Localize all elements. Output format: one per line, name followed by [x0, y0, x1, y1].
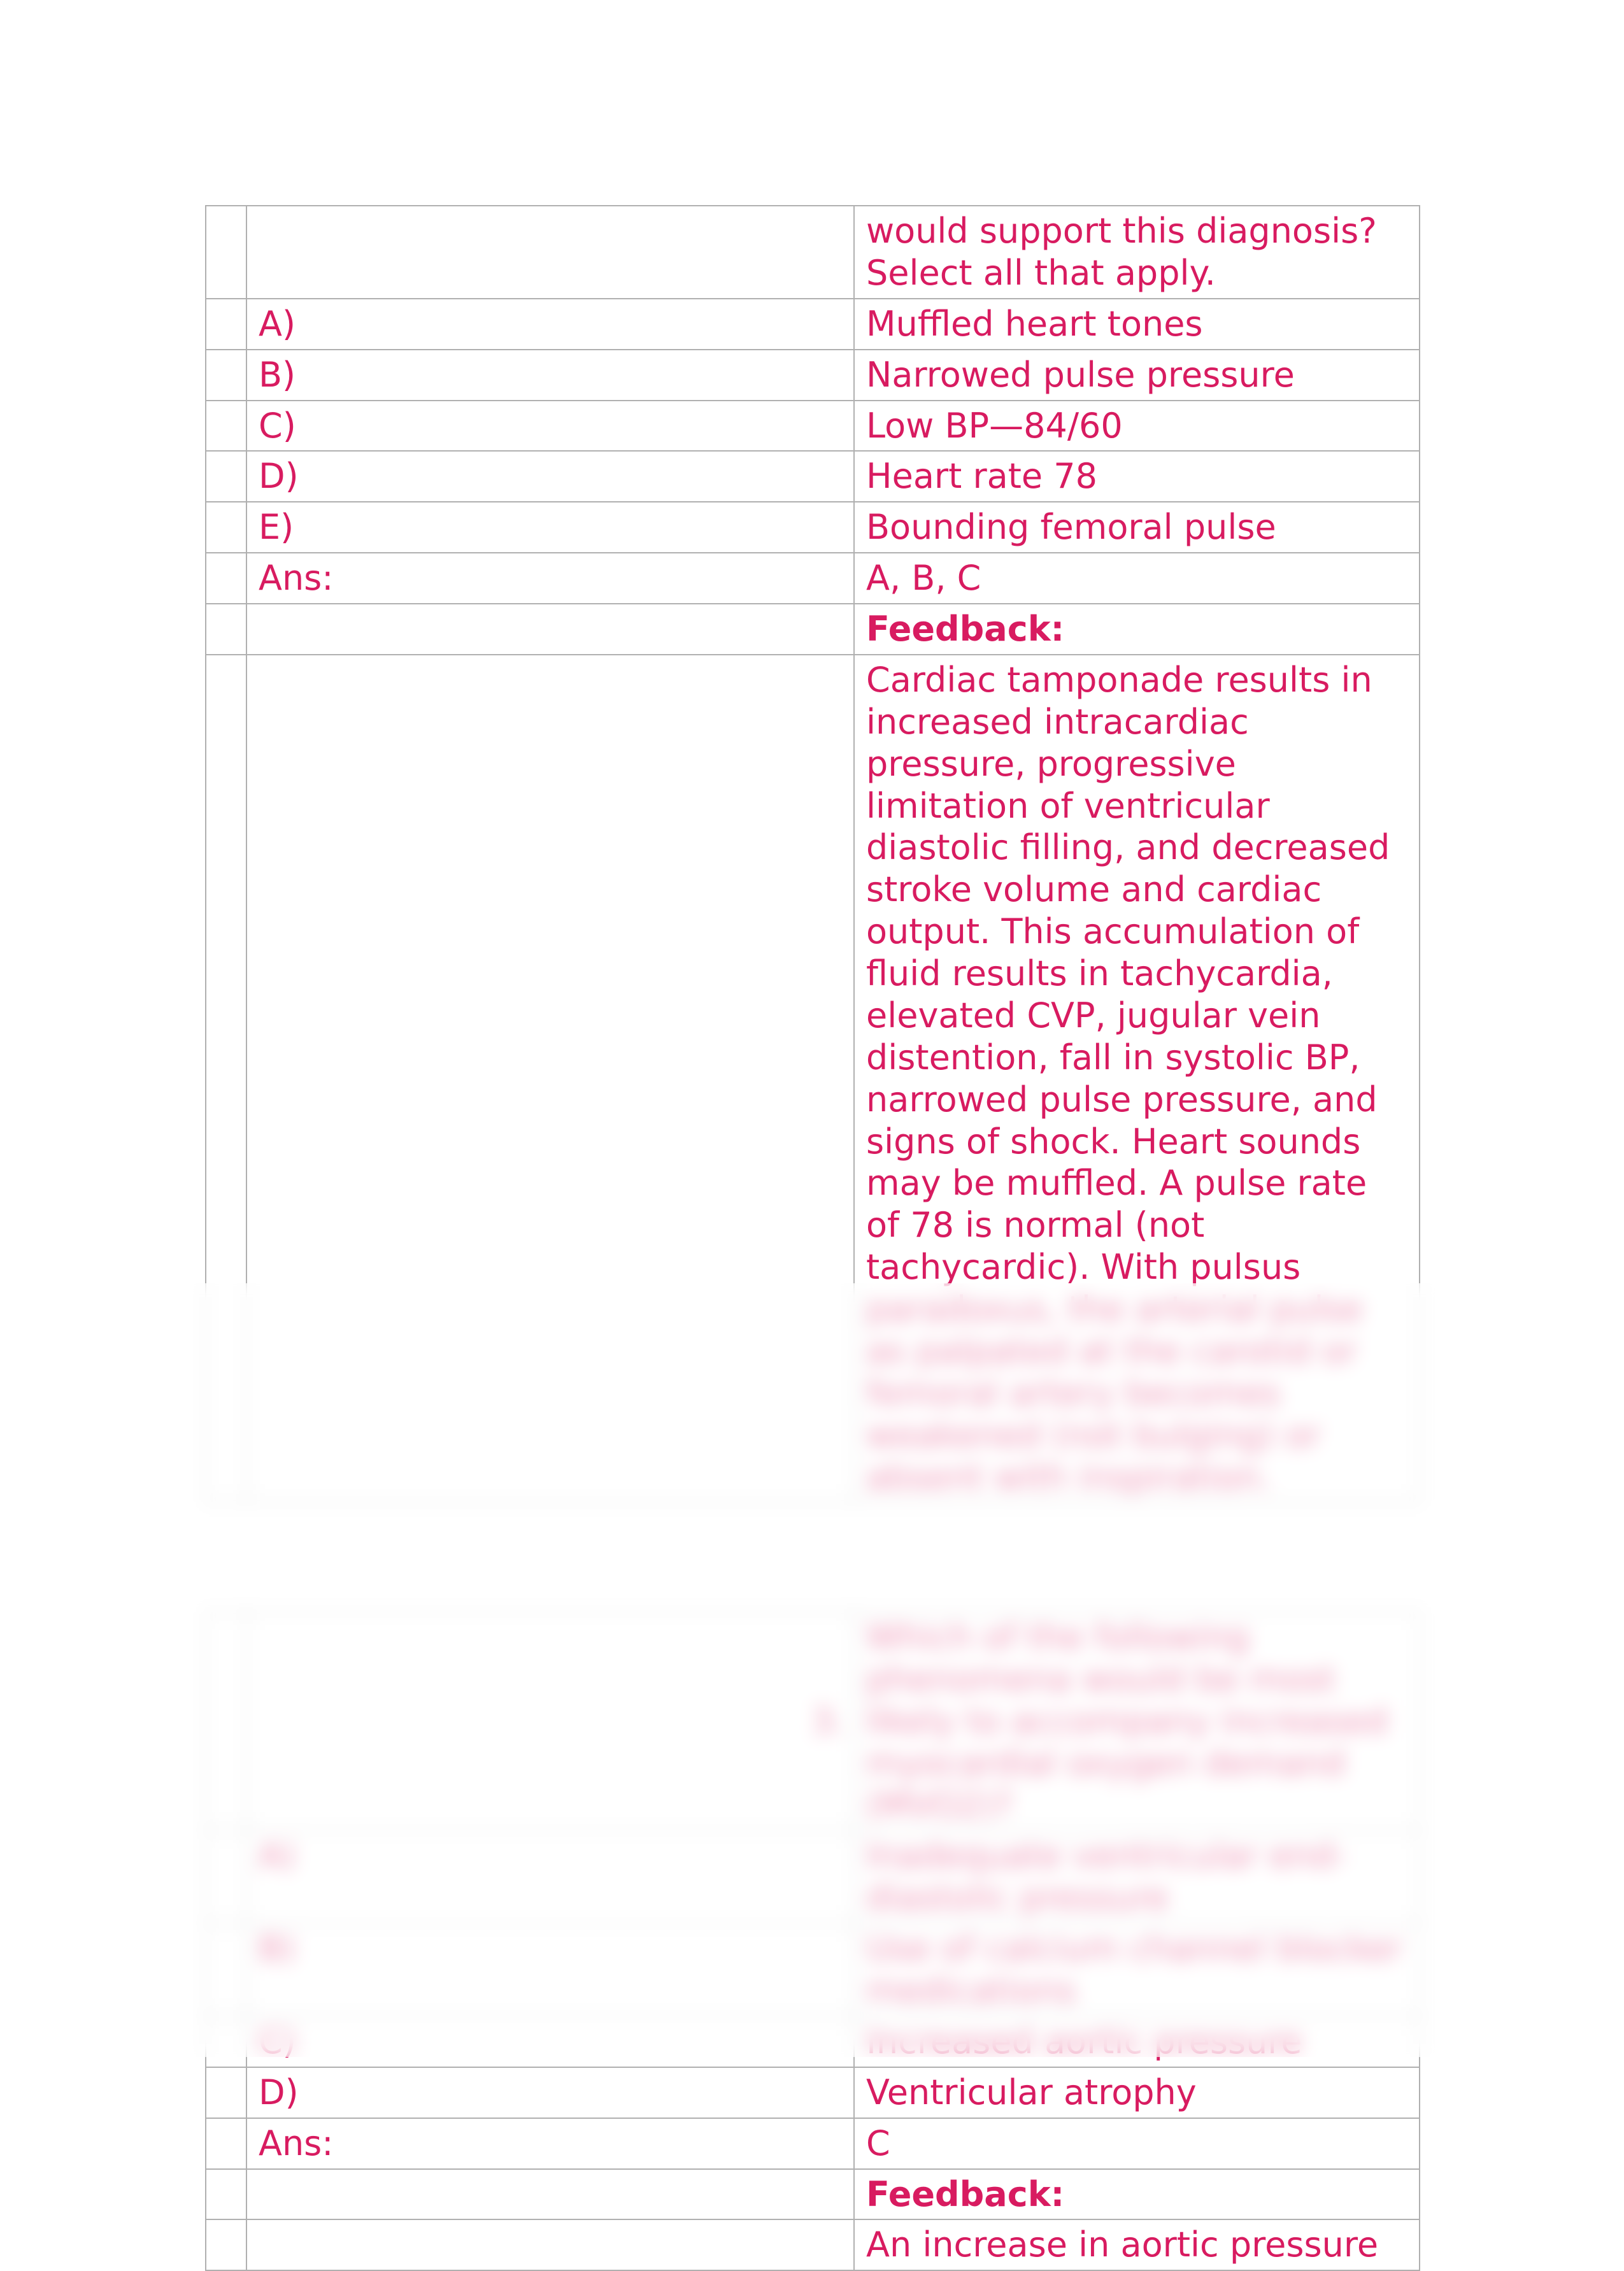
cell [206, 2169, 246, 2220]
option-label: A) [246, 299, 854, 350]
cell [206, 206, 246, 299]
table-row: Ans: A, B, C [206, 553, 1420, 604]
option-text: Muffled heart tones [854, 299, 1420, 350]
cell [206, 451, 246, 502]
answer-label: Ans: [246, 553, 854, 604]
table-row: Feedback: [206, 604, 1420, 655]
answer-text: C [854, 2118, 1420, 2169]
blur-overlay-1 [172, 1283, 1452, 1538]
option-label: D) [246, 451, 854, 502]
feedback-label: Feedback: [854, 604, 1420, 655]
table-row: D) Ventricular atrophy [206, 2067, 1420, 2118]
option-text: Low BP—84/60 [854, 401, 1420, 452]
table-row: Ans: C [206, 2118, 1420, 2169]
cell: would support this diagnosis? Select all… [854, 206, 1420, 299]
cell [206, 2067, 246, 2118]
table-row: would support this diagnosis? Select all… [206, 206, 1420, 299]
feedback-label-text: Feedback: [866, 2174, 1064, 2214]
feedback-label: Feedback: [854, 2169, 1420, 2220]
table-row: E) Bounding femoral pulse [206, 502, 1420, 553]
feedback-label-text: Feedback: [866, 609, 1064, 649]
cell [206, 401, 246, 452]
answer-text: A, B, C [854, 553, 1420, 604]
cell [206, 350, 246, 401]
answer-label: Ans: [246, 2118, 854, 2169]
cell [246, 2219, 854, 2270]
option-label: E) [246, 502, 854, 553]
cell [246, 2169, 854, 2220]
cell [246, 206, 854, 299]
option-text: Bounding femoral pulse [854, 502, 1420, 553]
table-row: C) Low BP—84/60 [206, 401, 1420, 452]
option-text: Heart rate 78 [854, 451, 1420, 502]
page: would support this diagnosis? Select all… [0, 0, 1624, 2102]
cell [206, 502, 246, 553]
cell [246, 604, 854, 655]
option-text: Ventricular atrophy [854, 2067, 1420, 2118]
table-row: An increase in aortic pressure [206, 2219, 1420, 2270]
cell [206, 2219, 246, 2270]
option-label: C) [246, 401, 854, 452]
option-label: D) [246, 2067, 854, 2118]
option-label: B) [246, 350, 854, 401]
table-row: B) Narrowed pulse pressure [206, 350, 1420, 401]
table-row: D) Heart rate 78 [206, 451, 1420, 502]
table-row: Feedback: [206, 2169, 1420, 2220]
cell [206, 299, 246, 350]
cell [206, 553, 246, 604]
cell [206, 2118, 246, 2169]
table-row: A) Muffled heart tones [206, 299, 1420, 350]
option-text: Narrowed pulse pressure [854, 350, 1420, 401]
blur-overlay-2 [172, 1586, 1452, 2057]
feedback-text: An increase in aortic pressure [854, 2219, 1420, 2270]
cell [206, 604, 246, 655]
